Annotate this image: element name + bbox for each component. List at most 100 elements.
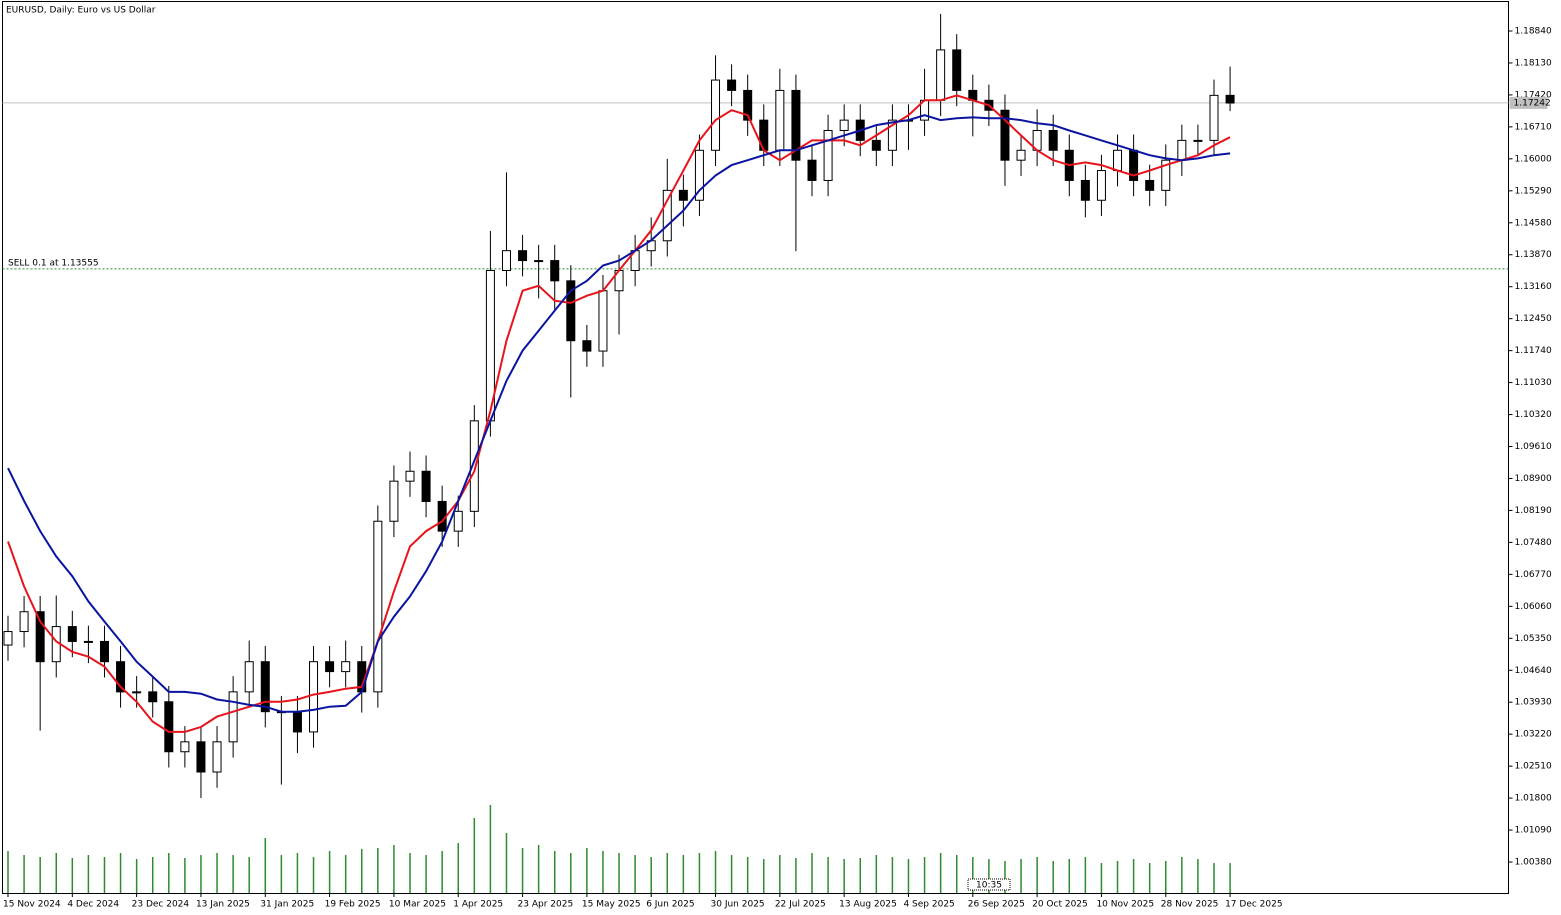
candle-body (35, 611, 45, 663)
candle-body (1193, 139, 1203, 142)
x-tick-label: 4 Sep 2025 (903, 900, 954, 910)
candle-body (1161, 159, 1171, 191)
x-tick-label: 26 Sep 2025 (968, 900, 1025, 910)
candle-body (1048, 129, 1058, 151)
y-tick-label: 1.11740 (1515, 346, 1552, 356)
candle-body (389, 480, 399, 522)
x-tick-label: 15 May 2025 (582, 900, 641, 910)
candle-body (180, 741, 190, 753)
y-tick-label: 1.08190 (1515, 506, 1552, 516)
x-tick-label: 31 Jan 2025 (260, 900, 314, 910)
x-tick-label: 13 Aug 2025 (839, 900, 897, 910)
candle-body (791, 89, 801, 161)
candle-body (711, 79, 721, 151)
candle-body (839, 119, 849, 131)
candle-body (1000, 109, 1010, 161)
y-tick-label: 1.06060 (1515, 602, 1552, 612)
bid-label: 1.17242 (1514, 98, 1551, 108)
x-tick-label: 30 Jun 2025 (711, 900, 765, 910)
y-tick-label: 1.02510 (1515, 762, 1552, 772)
y-tick-label: 1.09610 (1515, 442, 1552, 452)
candle-body (501, 250, 511, 271)
candle-body (887, 119, 897, 151)
y-tick-label: 1.03930 (1515, 698, 1552, 708)
candle-body (3, 631, 13, 646)
candle-body (678, 189, 688, 201)
candle-body (1145, 179, 1155, 191)
candle-body (1209, 94, 1219, 141)
candle-body (373, 520, 383, 693)
candle-body (550, 260, 560, 282)
y-tick-label: 1.04640 (1515, 666, 1552, 676)
candle-body (228, 691, 238, 743)
y-tick-label: 1.17420 (1515, 90, 1552, 100)
order-label: SELL 0.1 at 1.13555 (8, 258, 99, 268)
x-tick-label: 23 Apr 2025 (518, 900, 574, 910)
candle-body (341, 661, 351, 673)
candle-body (694, 149, 704, 201)
candle-body (1096, 170, 1106, 201)
candle-body (325, 661, 335, 673)
candle-body (871, 139, 881, 151)
y-tick-label: 1.13160 (1515, 282, 1552, 292)
candle-body (309, 661, 319, 733)
candle-body (936, 49, 946, 101)
moving-average (7, 94, 1231, 733)
y-tick-label: 1.18130 (1515, 58, 1552, 68)
x-tick-label: 1 Apr 2025 (453, 900, 503, 910)
candle-body (775, 89, 785, 151)
candle-body (662, 189, 672, 242)
x-tick-label: 17 Dec 2025 (1225, 900, 1283, 910)
candle-body (164, 701, 174, 753)
moving-average (7, 114, 1231, 713)
y-tick-label: 1.14580 (1515, 218, 1552, 228)
y-tick-label: 1.11030 (1515, 378, 1552, 388)
candle-body (582, 340, 592, 352)
time-label-box (967, 878, 1011, 891)
y-tick-label: 1.13870 (1515, 250, 1552, 260)
candle-body (952, 49, 962, 91)
y-tick-label: 1.15290 (1515, 186, 1552, 196)
y-tick-label: 1.05350 (1515, 634, 1552, 644)
candle-body (1225, 94, 1235, 104)
x-tick-label: 28 Nov 2025 (1161, 900, 1219, 910)
candle-body (212, 741, 222, 773)
y-tick-label: 1.08900 (1515, 474, 1552, 484)
candle-body (823, 129, 833, 181)
candle-body (1016, 149, 1026, 161)
candle-body (244, 661, 254, 693)
x-tick-label: 4 Dec 2024 (67, 900, 119, 910)
x-tick-label: 19 Feb 2025 (325, 900, 381, 910)
chart-title: EURUSD, Daily: Euro vs US Dollar (6, 6, 156, 16)
x-tick-label: 13 Jan 2025 (196, 900, 250, 910)
candle-body (566, 280, 576, 342)
candle-body (148, 691, 158, 703)
candle-body (260, 661, 270, 713)
candle-body (453, 510, 463, 532)
candle-body (405, 470, 415, 482)
y-tick-label: 1.16000 (1515, 154, 1552, 164)
x-tick-label: 22 Jul 2025 (775, 900, 826, 910)
candle-body (727, 79, 737, 91)
y-tick-label: 1.12450 (1515, 314, 1552, 324)
candle-body (292, 711, 302, 733)
candle-body (469, 420, 479, 512)
candle-body (598, 290, 608, 352)
candle-body (743, 89, 753, 121)
plot-frame (2, 1, 1509, 894)
candle-body (132, 691, 142, 694)
candle-body (196, 741, 206, 773)
y-tick-label: 1.06770 (1515, 570, 1552, 580)
candle-body (116, 661, 126, 693)
y-tick-label: 1.18840 (1515, 26, 1552, 36)
time-label: 10:35 (976, 881, 1002, 891)
candle-body (421, 470, 431, 502)
y-tick-label: 1.07480 (1515, 538, 1552, 548)
candle-body (807, 159, 817, 181)
candle-body (534, 260, 544, 263)
candle-body (67, 626, 77, 642)
candle-body (99, 640, 109, 663)
y-tick-label: 1.01800 (1515, 794, 1552, 804)
